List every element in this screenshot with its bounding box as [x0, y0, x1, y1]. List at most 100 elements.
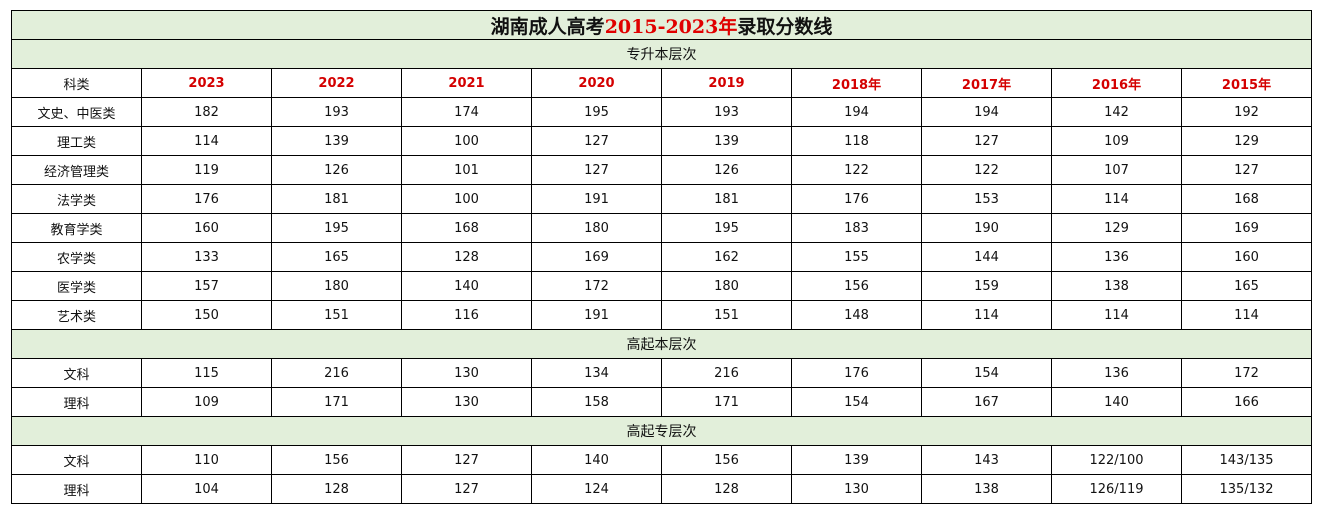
- score-cell: 139: [271, 126, 402, 156]
- score-cell: 172: [531, 271, 662, 301]
- score-cell: 127: [1180, 155, 1313, 185]
- category-cell: 理科: [11, 474, 142, 504]
- score-cell: 193: [271, 97, 402, 127]
- table-row: 经济管理类 119 126 101 127 126 122 122 107 127: [11, 155, 1313, 185]
- table-row: 理工类 114 139 100 127 139 118 127 109 129: [11, 126, 1313, 156]
- category-cell: 文史、中医类: [11, 97, 142, 127]
- score-cell: 100: [401, 126, 532, 156]
- score-cell: 133: [141, 242, 272, 272]
- header-year: 2016年: [1051, 68, 1182, 98]
- score-cell: 216: [271, 358, 402, 388]
- score-cell: 150: [141, 300, 272, 330]
- score-cell: 142: [1051, 97, 1182, 127]
- header-year: 2015年: [1180, 68, 1313, 98]
- score-cell: 169: [1180, 213, 1313, 243]
- score-cell: 109: [141, 387, 272, 417]
- score-cell: 153: [921, 184, 1052, 214]
- score-cell: 114: [141, 126, 272, 156]
- score-cell: 144: [921, 242, 1052, 272]
- score-cell: 114: [1051, 300, 1182, 330]
- score-cell: 154: [921, 358, 1052, 388]
- score-cell: 156: [271, 445, 402, 475]
- score-cell: 138: [921, 474, 1052, 504]
- score-cell: 169: [531, 242, 662, 272]
- score-cell: 156: [791, 271, 922, 301]
- score-cell: 126: [661, 155, 792, 185]
- category-cell: 文科: [11, 358, 142, 388]
- score-cell: 156: [661, 445, 792, 475]
- score-cell: 181: [271, 184, 402, 214]
- score-cell: 115: [141, 358, 272, 388]
- header-year: 2021: [401, 68, 532, 98]
- score-cell: 143/135: [1180, 445, 1313, 475]
- header-year: 2022: [271, 68, 402, 98]
- score-cell: 143: [921, 445, 1052, 475]
- score-cell: 193: [661, 97, 792, 127]
- score-cell: 162: [661, 242, 792, 272]
- score-cell: 119: [141, 155, 272, 185]
- score-cell: 114: [1180, 300, 1313, 330]
- score-cell: 139: [661, 126, 792, 156]
- score-cell: 192: [1180, 97, 1313, 127]
- table-row: 理科 109 171 130 158 171 154 167 140 166: [11, 387, 1313, 417]
- score-cell: 128: [401, 242, 532, 272]
- score-cell: 158: [531, 387, 662, 417]
- score-cell: 126: [271, 155, 402, 185]
- score-cell: 128: [271, 474, 402, 504]
- score-cell: 165: [1180, 271, 1313, 301]
- score-cell: 195: [531, 97, 662, 127]
- score-cell: 160: [141, 213, 272, 243]
- score-cell: 172: [1180, 358, 1313, 388]
- score-cell: 194: [921, 97, 1052, 127]
- score-cell: 166: [1180, 387, 1313, 417]
- score-cell: 171: [271, 387, 402, 417]
- table-title: 湖南成人高考2015-2023年录取分数线: [10, 10, 1313, 40]
- score-cell: 135/132: [1180, 474, 1313, 504]
- score-cell: 168: [401, 213, 532, 243]
- score-cell: 127: [401, 474, 532, 504]
- score-cell: 122: [921, 155, 1052, 185]
- score-cell: 134: [531, 358, 662, 388]
- score-cell: 157: [141, 271, 272, 301]
- category-cell: 农学类: [11, 242, 142, 272]
- score-cell: 180: [271, 271, 402, 301]
- score-cell: 114: [921, 300, 1052, 330]
- table-row: 农学类 133 165 128 169 162 155 144 136 160: [11, 242, 1313, 272]
- header-row: 科类 2023 2022 2021 2020 2019 2018年 2017年 2016年 201…: [11, 68, 1313, 98]
- table-row: 理科 104 128 127 124 128 130 138 126/119 135/132: [11, 474, 1313, 504]
- score-cell: 100: [401, 184, 532, 214]
- category-cell: 艺术类: [11, 300, 142, 330]
- score-cell: 114: [1051, 184, 1182, 214]
- title-suffix: 录取分数线: [737, 15, 833, 38]
- score-cell: 116: [401, 300, 532, 330]
- score-cell: 174: [401, 97, 532, 127]
- score-table: 湖南成人高考2015-2023年录取分数线 专升本层次 科类 2023 2022 202…: [10, 10, 1313, 504]
- score-cell: 148: [791, 300, 922, 330]
- score-cell: 167: [921, 387, 1052, 417]
- score-cell: 155: [791, 242, 922, 272]
- score-cell: 127: [921, 126, 1052, 156]
- score-cell: 182: [141, 97, 272, 127]
- score-cell: 180: [531, 213, 662, 243]
- category-cell: 经济管理类: [11, 155, 142, 185]
- score-cell: 176: [791, 358, 922, 388]
- score-cell: 159: [921, 271, 1052, 301]
- score-cell: 138: [1051, 271, 1182, 301]
- score-cell: 171: [661, 387, 792, 417]
- score-cell: 122: [791, 155, 922, 185]
- header-year: 2020: [531, 68, 662, 98]
- score-cell: 126/119: [1051, 474, 1182, 504]
- score-cell: 180: [661, 271, 792, 301]
- score-cell: 130: [791, 474, 922, 504]
- score-cell: 129: [1180, 126, 1313, 156]
- section-row: 高起专层次: [10, 416, 1313, 446]
- score-cell: 216: [661, 358, 792, 388]
- title-years: 2015-2023年: [604, 15, 738, 38]
- category-cell: 教育学类: [11, 213, 142, 243]
- header-year: 2018年: [791, 68, 922, 98]
- section-row: 高起本层次: [10, 329, 1313, 359]
- score-cell: 176: [141, 184, 272, 214]
- score-cell: 128: [661, 474, 792, 504]
- score-cell: 130: [401, 387, 532, 417]
- header-category: 科类: [11, 68, 142, 98]
